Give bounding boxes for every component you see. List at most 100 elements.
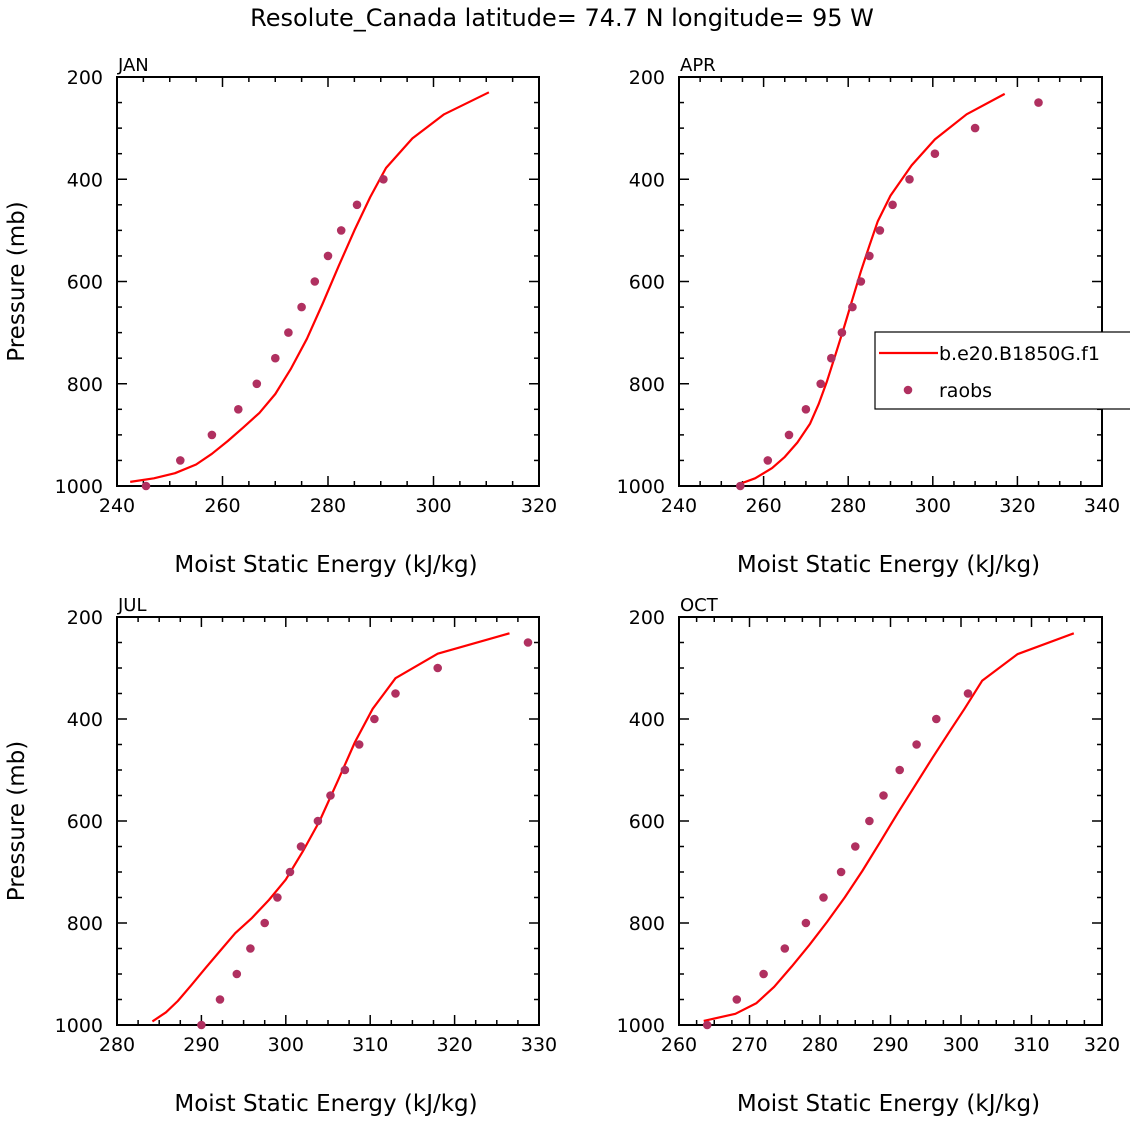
y-tick-label: 200 <box>67 607 103 629</box>
y-tick-label: 600 <box>629 811 665 833</box>
legend-marker-swatch <box>903 385 913 395</box>
obs-point <box>141 481 151 491</box>
obs-point <box>234 405 243 414</box>
x-tick-label: 290 <box>183 1034 219 1056</box>
plot-frame-apr <box>678 76 1103 487</box>
panel-apr: 240 260 280 300 320 340 200 400 600 800 1000 APR Moi… <box>617 55 1120 578</box>
y-tick-label: 600 <box>67 272 103 294</box>
obs-point <box>313 816 323 826</box>
obs-point <box>819 893 828 902</box>
model-line-jan <box>130 91 490 483</box>
obs-points-jan <box>141 175 388 491</box>
x-tick-label: 280 <box>310 495 346 517</box>
x-axis-title: Moist Static Energy (kJ/kg) <box>737 1091 1040 1117</box>
x-tick-label: 280 <box>830 495 866 517</box>
y-tick-label: 1000 <box>617 476 665 498</box>
obs-point <box>1034 98 1043 107</box>
obs-point <box>895 765 904 775</box>
panel-label-apr: APR <box>680 55 716 76</box>
x-axis-title: Moist Static Energy (kJ/kg) <box>174 1091 477 1117</box>
x-tick-label: 320 <box>999 495 1035 517</box>
obs-points-apr <box>736 98 1043 491</box>
obs-points-jul <box>197 638 533 1030</box>
y-tick-label: 200 <box>629 67 665 89</box>
obs-point <box>837 328 847 337</box>
x-tick-label: 300 <box>268 1034 304 1056</box>
obs-point <box>801 405 811 414</box>
obs-point <box>912 740 921 749</box>
y-tick-label: 400 <box>67 169 103 191</box>
panel-label-jul: JUL <box>117 595 147 616</box>
y-tick-label: 1000 <box>617 1015 665 1037</box>
y-tick-label: 800 <box>629 374 665 396</box>
obs-point <box>354 740 364 749</box>
x-axis-title: Moist Static Energy (kJ/kg) <box>174 552 477 578</box>
plot-frame-jan <box>116 76 540 487</box>
obs-point <box>297 302 306 312</box>
obs-point <box>232 969 242 979</box>
obs-point <box>523 638 533 647</box>
x-tick-label: 300 <box>415 495 451 517</box>
obs-point <box>784 430 794 440</box>
obs-point <box>759 969 768 979</box>
y-tick-label: 600 <box>67 811 103 833</box>
x-tick-label: 270 <box>731 1034 767 1056</box>
obs-point <box>352 200 362 210</box>
x-tick-label: 240 <box>99 495 135 517</box>
obs-point <box>827 353 836 363</box>
x-tick-label: 310 <box>1013 1034 1049 1056</box>
x-tick-label: 330 <box>521 1034 557 1056</box>
y-axis-title: Pressure (mb) <box>4 741 30 901</box>
obs-point <box>930 149 940 158</box>
x-tick-label: 290 <box>872 1034 908 1056</box>
panel-jul: 280 290 300 310 320 330 200 400 600 800 1000 JUL Moi… <box>4 595 557 1117</box>
legend-label-obs: raobs <box>939 380 992 402</box>
obs-point <box>736 481 745 491</box>
obs-point <box>296 842 306 851</box>
obs-points-oct <box>702 689 973 1030</box>
obs-point <box>879 791 888 800</box>
obs-point <box>970 123 980 133</box>
panel-label-oct: OCT <box>680 595 719 616</box>
obs-point <box>763 456 773 465</box>
obs-point <box>865 251 874 261</box>
x-tick-label: 340 <box>1084 495 1120 517</box>
obs-point <box>732 995 742 1004</box>
x-tick-label: 320 <box>436 1034 472 1056</box>
obs-point <box>310 277 320 286</box>
obs-point <box>370 714 379 724</box>
figure-title: Resolute_Canada latitude= 74.7 N longitu… <box>250 4 874 32</box>
obs-point <box>391 689 400 698</box>
y-axis-title: Pressure (mb) <box>4 201 30 361</box>
y-tick-label: 800 <box>67 374 103 396</box>
obs-point <box>207 430 217 440</box>
plot-frame-oct <box>678 616 1103 1026</box>
y-tick-label: 1000 <box>55 476 103 498</box>
obs-point <box>326 791 335 800</box>
obs-point <box>963 689 973 698</box>
panels: 240 260 280 300 320 200 400 600 800 1000 JAN Moist … <box>4 55 1120 1117</box>
obs-point <box>856 277 866 286</box>
x-tick-label: 320 <box>521 495 557 517</box>
obs-point <box>273 893 282 902</box>
plot-frame-jul <box>116 616 540 1026</box>
y-tick-label: 400 <box>629 709 665 731</box>
obs-point <box>197 1020 206 1030</box>
obs-point <box>702 1020 712 1030</box>
y-tick-label: 800 <box>629 913 665 935</box>
obs-point <box>252 379 262 389</box>
y-tick-label: 200 <box>67 67 103 89</box>
obs-point <box>215 995 225 1004</box>
model-line-jul <box>151 632 510 1023</box>
x-tick-label: 320 <box>1084 1034 1120 1056</box>
obs-point <box>932 714 941 724</box>
x-tick-label: 260 <box>745 495 781 517</box>
x-tick-label: 240 <box>661 495 697 517</box>
panel-oct: 260 270 280 290 300 310 320 200 400 600 800 1000 OCT… <box>617 595 1120 1117</box>
x-tick-label: 260 <box>204 495 240 517</box>
obs-point <box>176 456 185 465</box>
y-tick-label: 200 <box>629 607 665 629</box>
x-tick-label: 280 <box>99 1034 135 1056</box>
obs-point <box>848 302 857 312</box>
